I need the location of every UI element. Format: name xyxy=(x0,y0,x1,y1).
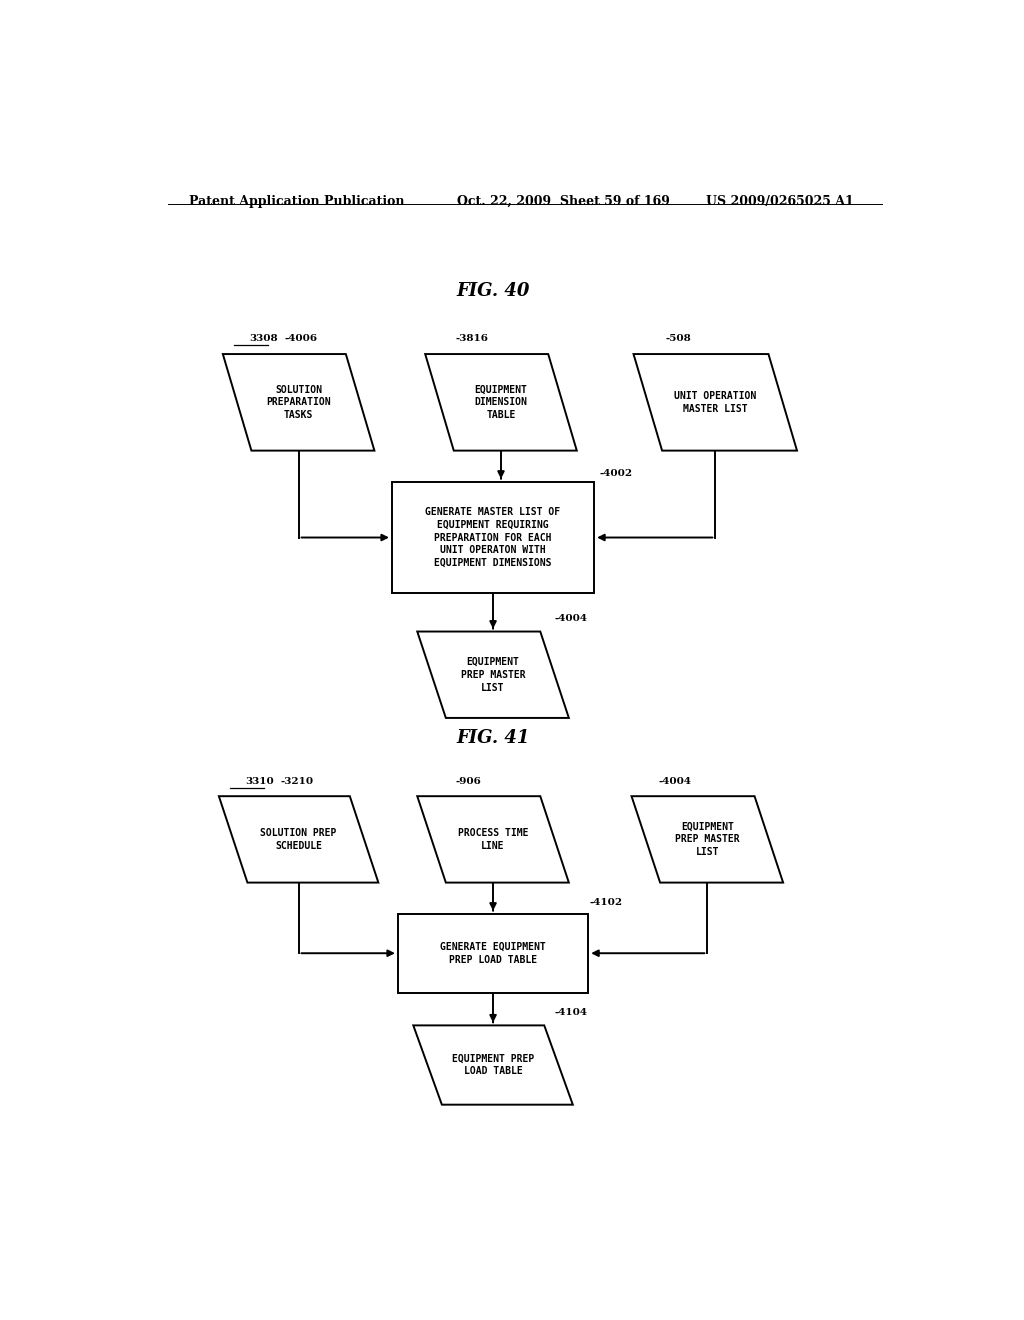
Text: PROCESS TIME
LINE: PROCESS TIME LINE xyxy=(458,828,528,851)
Text: FIG. 40: FIG. 40 xyxy=(457,281,529,300)
Polygon shape xyxy=(223,354,375,450)
Polygon shape xyxy=(417,631,569,718)
Text: -906: -906 xyxy=(456,776,481,785)
Text: GENERATE MASTER LIST OF
EQUIPMENT REQUIRING
PREPARATION FOR EACH
UNIT OPERATON W: GENERATE MASTER LIST OF EQUIPMENT REQUIR… xyxy=(426,507,560,568)
Text: Oct. 22, 2009  Sheet 59 of 169: Oct. 22, 2009 Sheet 59 of 169 xyxy=(458,195,671,209)
Text: -3816: -3816 xyxy=(456,334,488,343)
Text: FIG. 41: FIG. 41 xyxy=(457,729,529,747)
Text: US 2009/0265025 A1: US 2009/0265025 A1 xyxy=(706,195,853,209)
Polygon shape xyxy=(425,354,577,450)
Text: SOLUTION
PREPARATION
TASKS: SOLUTION PREPARATION TASKS xyxy=(266,384,331,420)
Text: -3210: -3210 xyxy=(281,776,313,785)
Text: -4102: -4102 xyxy=(590,899,623,907)
Text: -508: -508 xyxy=(666,334,691,343)
Text: -4004: -4004 xyxy=(555,614,588,623)
Bar xyxy=(392,482,594,594)
Text: 3310: 3310 xyxy=(246,776,274,785)
Text: Patent Application Publication: Patent Application Publication xyxy=(189,195,404,209)
Text: -4104: -4104 xyxy=(555,1008,588,1018)
Bar xyxy=(397,913,588,993)
Polygon shape xyxy=(632,796,783,883)
Polygon shape xyxy=(219,796,379,883)
Text: 3308: 3308 xyxy=(250,334,279,343)
Polygon shape xyxy=(414,1026,572,1105)
Text: -4002: -4002 xyxy=(599,469,633,478)
Text: -4006: -4006 xyxy=(285,334,317,343)
Text: GENERATE EQUIPMENT
PREP LOAD TABLE: GENERATE EQUIPMENT PREP LOAD TABLE xyxy=(440,942,546,965)
Text: EQUIPMENT
PREP MASTER
LIST: EQUIPMENT PREP MASTER LIST xyxy=(461,657,525,693)
Text: -4004: -4004 xyxy=(658,776,691,785)
Text: EQUIPMENT
DIMENSION
TABLE: EQUIPMENT DIMENSION TABLE xyxy=(474,384,527,420)
Text: EQUIPMENT
PREP MASTER
LIST: EQUIPMENT PREP MASTER LIST xyxy=(675,821,739,857)
Text: SOLUTION PREP
SCHEDULE: SOLUTION PREP SCHEDULE xyxy=(260,828,337,851)
Polygon shape xyxy=(634,354,797,450)
Text: UNIT OPERATION
MASTER LIST: UNIT OPERATION MASTER LIST xyxy=(674,391,757,413)
Polygon shape xyxy=(417,796,569,883)
Text: EQUIPMENT PREP
LOAD TABLE: EQUIPMENT PREP LOAD TABLE xyxy=(452,1053,535,1076)
